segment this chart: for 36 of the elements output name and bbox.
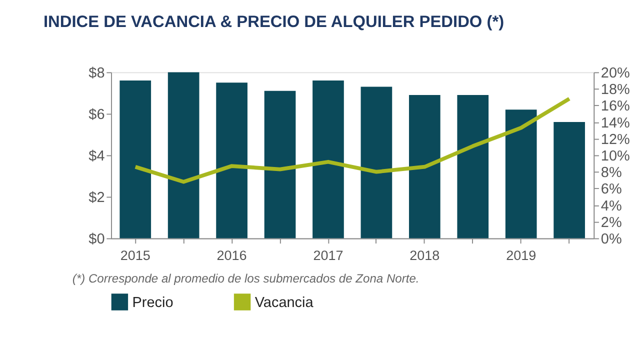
x-tick-label: 2019 <box>506 248 536 263</box>
y2-tick-label: 16% <box>600 98 630 115</box>
legend-label: Precio <box>132 294 174 311</box>
bar <box>216 82 248 238</box>
bar <box>312 80 344 238</box>
text: (*) Corresponde al promedio de los submercados de Zona Norte. <box>72 272 420 286</box>
x-tick-label: 2016 <box>216 248 247 263</box>
bar <box>554 122 585 238</box>
y2-tick-label: 12% <box>600 132 630 148</box>
bar <box>120 80 152 238</box>
y2-tick-label: 10% <box>600 148 630 165</box>
y2-tick-label: 6% <box>600 182 622 198</box>
y2-tick-label: 14% <box>600 115 630 132</box>
y2-tick-label: 8% <box>600 165 622 182</box>
y2-tick-label: 20% <box>600 66 630 82</box>
legend-label: Vacancia <box>254 294 314 311</box>
bar <box>457 95 489 238</box>
chart-title: INDICE DE VACANCIA & PRECIO DE ALQUILER PEDIDO (*) <box>43 12 504 31</box>
y-tick-label: $8 <box>88 66 105 82</box>
y-tick-label: $0 <box>88 232 105 248</box>
line-series <box>133 96 572 184</box>
x-tick-label: 2017 <box>313 248 344 263</box>
y2-tick-label: 0% <box>600 232 622 248</box>
y-tick-label: $2 <box>88 190 105 206</box>
y-tick-label: $4 <box>88 148 105 165</box>
x-tick-label: 2018 <box>410 248 440 263</box>
bar <box>505 110 537 238</box>
y2-tick-label: 4% <box>600 198 622 214</box>
bar <box>264 90 296 238</box>
y-tick-label: $6 <box>88 107 105 124</box>
y2-tick-label: 18% <box>600 82 630 98</box>
x-tick-label: 2015 <box>120 248 150 263</box>
bar <box>360 86 392 238</box>
bar <box>408 95 440 238</box>
bar <box>168 72 200 238</box>
y2-tick-label: 2% <box>600 214 622 231</box>
